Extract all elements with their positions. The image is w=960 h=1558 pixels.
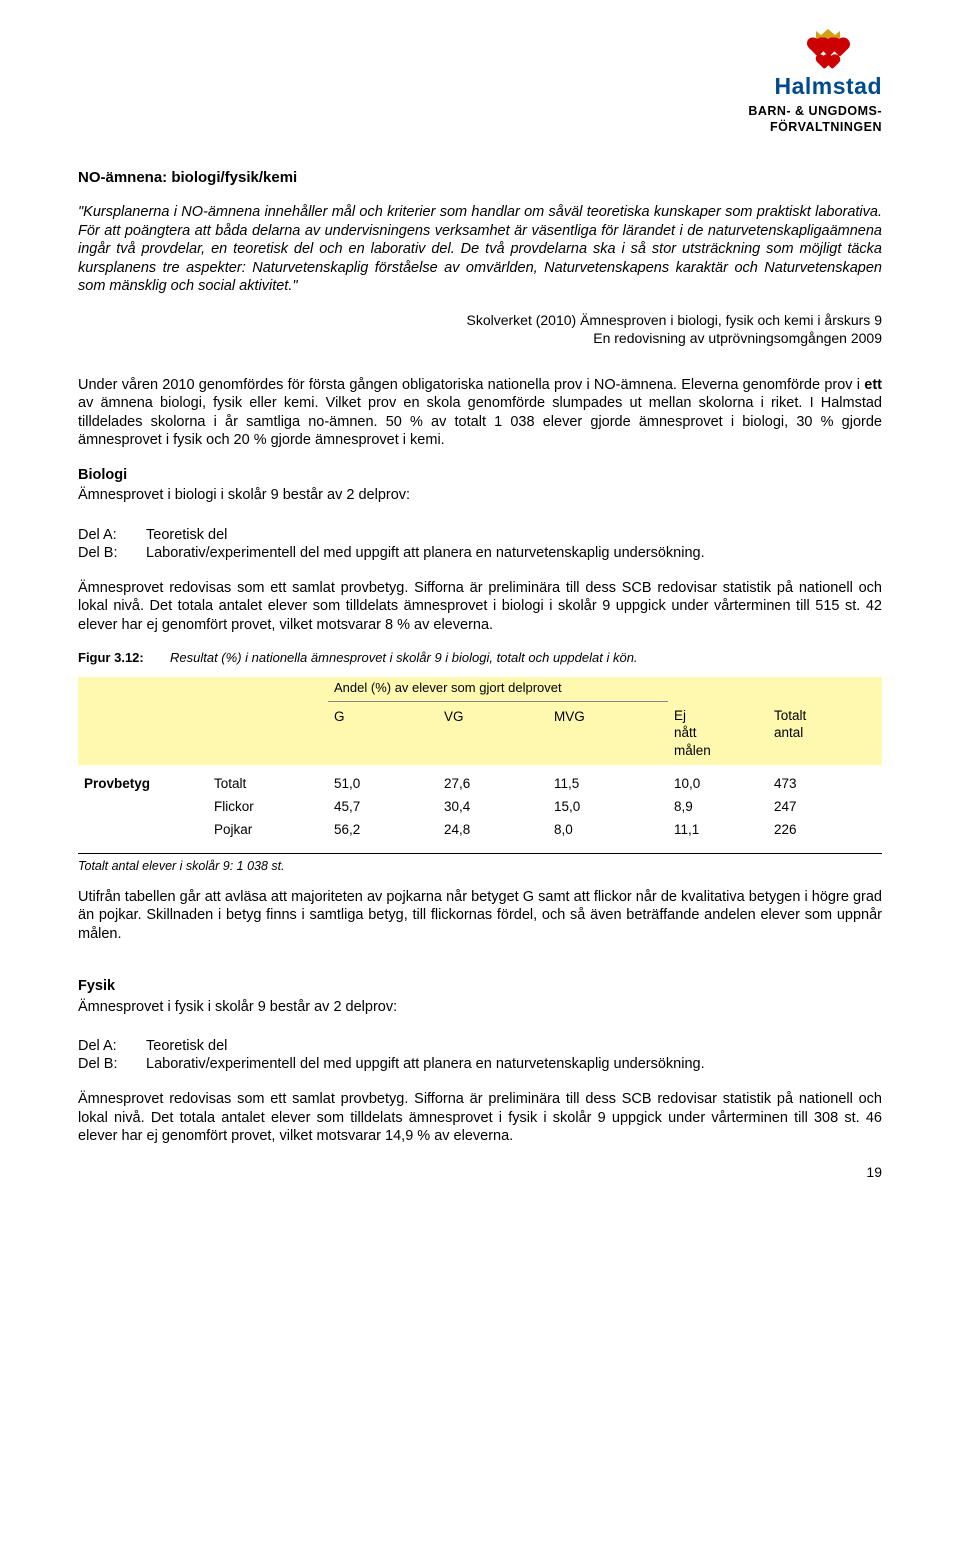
table-row: Pojkar56,224,88,011,1226: [78, 818, 882, 846]
table-row: Flickor45,730,415,08,9247: [78, 795, 882, 818]
col-mvg: MVG: [548, 701, 668, 765]
del-a-label: Del A:: [78, 1037, 146, 1056]
department-name: BARN- & UNGDOMS- FÖRVALTNINGEN: [748, 103, 882, 135]
fysik-intro: Ämnesprovet i fysik i skolår 9 består av…: [78, 998, 882, 1017]
biologi-conclusion: Utifrån tabellen går att avläsa att majo…: [78, 888, 882, 944]
section-title: NO-ämnena: biologi/fysik/kemi: [78, 168, 882, 187]
del-b-label: Del B:: [78, 544, 146, 563]
del-b-text: Laborativ/experimentell del med uppgift …: [146, 1055, 705, 1074]
quote-paragraph: "Kursplanerna i NO-ämnena innehåller mål…: [78, 203, 882, 296]
del-b-text: Laborativ/experimentell del med uppgift …: [146, 544, 705, 563]
results-table-biologi: Andel (%) av elever som gjort delprovet …: [78, 677, 882, 847]
col-g: G: [328, 701, 438, 765]
halmstad-logo: Halmstad: [774, 28, 882, 102]
biologi-para2: Ämnesprovet redovisas som ett samlat pro…: [78, 579, 882, 635]
logo-text: Halmstad: [774, 72, 882, 101]
citation: Skolverket (2010) Ämnesproven i biologi,…: [78, 312, 882, 348]
intro-paragraph: Under våren 2010 genomfördes för första …: [78, 376, 882, 450]
fysik-para2: Ämnesprovet redovisas som ett samlat pro…: [78, 1090, 882, 1146]
del-a-label: Del A:: [78, 526, 146, 545]
table-super-header: Andel (%) av elever som gjort delprovet: [328, 677, 668, 701]
table-note: Totalt antal elever i skolår 9: 1 038 st…: [78, 853, 882, 874]
fysik-heading: Fysik: [78, 977, 882, 996]
biologi-del-list: Del A: Teoretisk del Del B: Laborativ/ex…: [78, 526, 882, 563]
col-ejnatt: Ejnåttmålen: [668, 701, 768, 765]
del-a-text: Teoretisk del: [146, 526, 227, 545]
hearts-icon: [774, 42, 882, 68]
col-vg: VG: [438, 701, 548, 765]
table-row: ProvbetygTotalt51,027,611,510,0473: [78, 765, 882, 795]
page-number: 19: [78, 1164, 882, 1182]
figure-caption: Figur 3.12: Resultat (%) i nationella äm…: [78, 650, 882, 667]
document-body: NO-ämnena: biologi/fysik/kemi "Kursplane…: [78, 38, 882, 1182]
col-totalt: Totaltantal: [768, 701, 882, 765]
fysik-del-list: Del A: Teoretisk del Del B: Laborativ/ex…: [78, 1037, 882, 1074]
page-header: Halmstad BARN- & UNGDOMS- FÖRVALTNINGEN: [748, 28, 882, 135]
del-b-label: Del B:: [78, 1055, 146, 1074]
biologi-heading: Biologi: [78, 466, 882, 485]
biologi-intro: Ämnesprovet i biologi i skolår 9 består …: [78, 486, 882, 505]
del-a-text: Teoretisk del: [146, 1037, 227, 1056]
